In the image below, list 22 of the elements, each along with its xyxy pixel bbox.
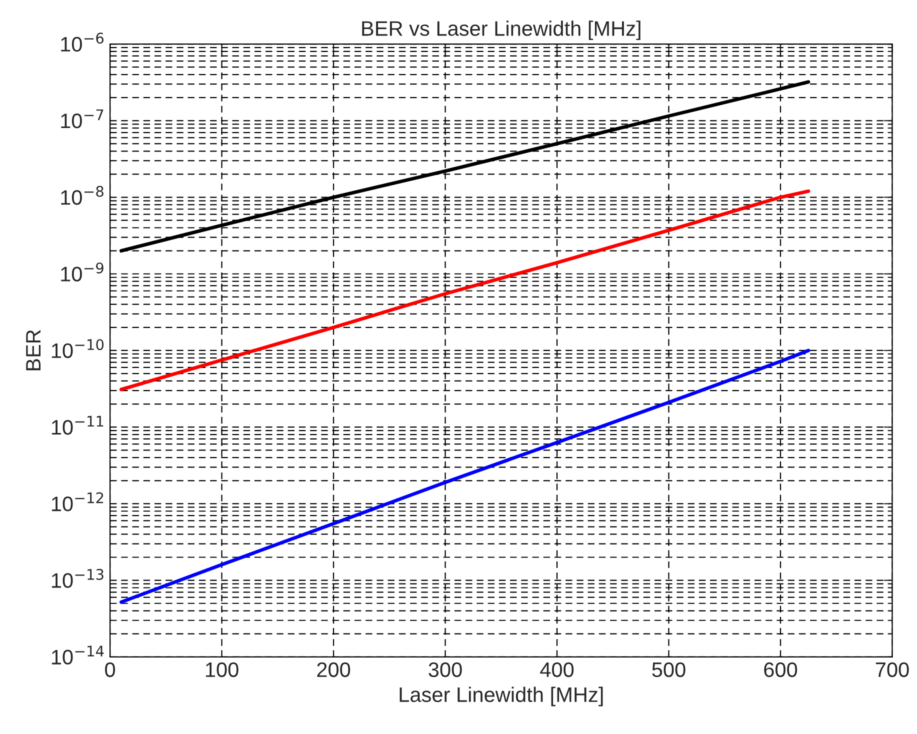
x-tick-label: 100 (206, 662, 238, 678)
x-axis-title: Laser Linewidth [MHz] (400, 686, 603, 706)
y-tick-label: 10$^{−7}$ (61, 109, 104, 128)
chart-title: BER vs Laser Linewidth [MHz] (362, 20, 640, 40)
x-tick-label: 400 (540, 662, 574, 678)
line-series (119, 348, 810, 604)
x-tick-label: 300 (428, 662, 462, 678)
y-axis-title: BER (26, 330, 41, 370)
y-tick-label: 10$^{−14}$ (52, 646, 104, 665)
y-tick-label: 10$^{−10}$ (52, 339, 104, 358)
y-tick-label: 10$^{−11}$ (52, 416, 104, 435)
x-tick-label: 0 (105, 662, 116, 678)
y-tick-label: 10$^{−8}$ (61, 186, 104, 205)
y-tick-label: 10$^{−6}$ (61, 32, 104, 52)
x-tick-label: 600 (764, 662, 798, 678)
x-tick-label: 200 (317, 662, 350, 678)
line-series (119, 189, 810, 392)
y-tick-label: 10$^{−12}$ (52, 492, 104, 512)
x-tick-label: 700 (876, 662, 909, 678)
y-tick-label: 10$^{−9}$ (61, 262, 104, 282)
y-tick-label: 10$^{−13}$ (52, 568, 104, 588)
x-tick-label: 500 (652, 662, 686, 678)
